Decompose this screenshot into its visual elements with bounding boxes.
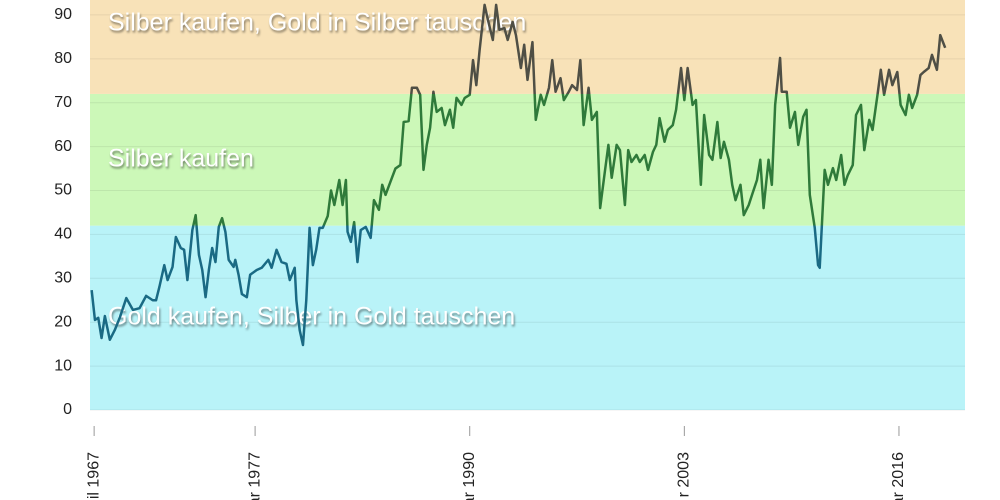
x-tick-label: il 1967 — [85, 452, 102, 499]
plot — [90, 3, 947, 347]
y-tick-label: 0 — [63, 401, 72, 418]
band — [90, 93, 965, 226]
x-tick-label: ar 1977 — [246, 452, 263, 500]
y-tick-label: 60 — [54, 138, 72, 155]
y-tick-label: 90 — [54, 6, 72, 23]
y-tick-label: 10 — [54, 357, 72, 374]
band-label: Silber kaufen, Gold in Silber tauschen — [108, 8, 526, 36]
y-tick-label: 70 — [54, 94, 72, 111]
x-tick-label: ar 1990 — [461, 452, 478, 500]
band-label: Gold kaufen, Silber in Gold tauschen — [108, 302, 515, 330]
x-tick-label: ar 2016 — [890, 452, 907, 500]
axes: 0 10 20 30 40 50 60 70 80 90 il 1967 ar 1977 ar 1990… — [54, 6, 907, 500]
band-label: Silber kaufen — [108, 144, 254, 172]
y-tick-label: 50 — [54, 182, 72, 199]
y-tick-label: 40 — [54, 226, 72, 243]
x-tick-label: r 2003 — [676, 452, 693, 497]
y-tick-label: 30 — [54, 270, 72, 287]
data-line — [90, 3, 947, 347]
y-tick-label: 20 — [54, 313, 72, 330]
bands — [90, 0, 965, 410]
grid — [90, 14, 965, 411]
y-tick-label: 80 — [54, 50, 72, 67]
band-labels: Gold kaufen, Silber in Gold tauschen Silb… — [108, 8, 526, 330]
